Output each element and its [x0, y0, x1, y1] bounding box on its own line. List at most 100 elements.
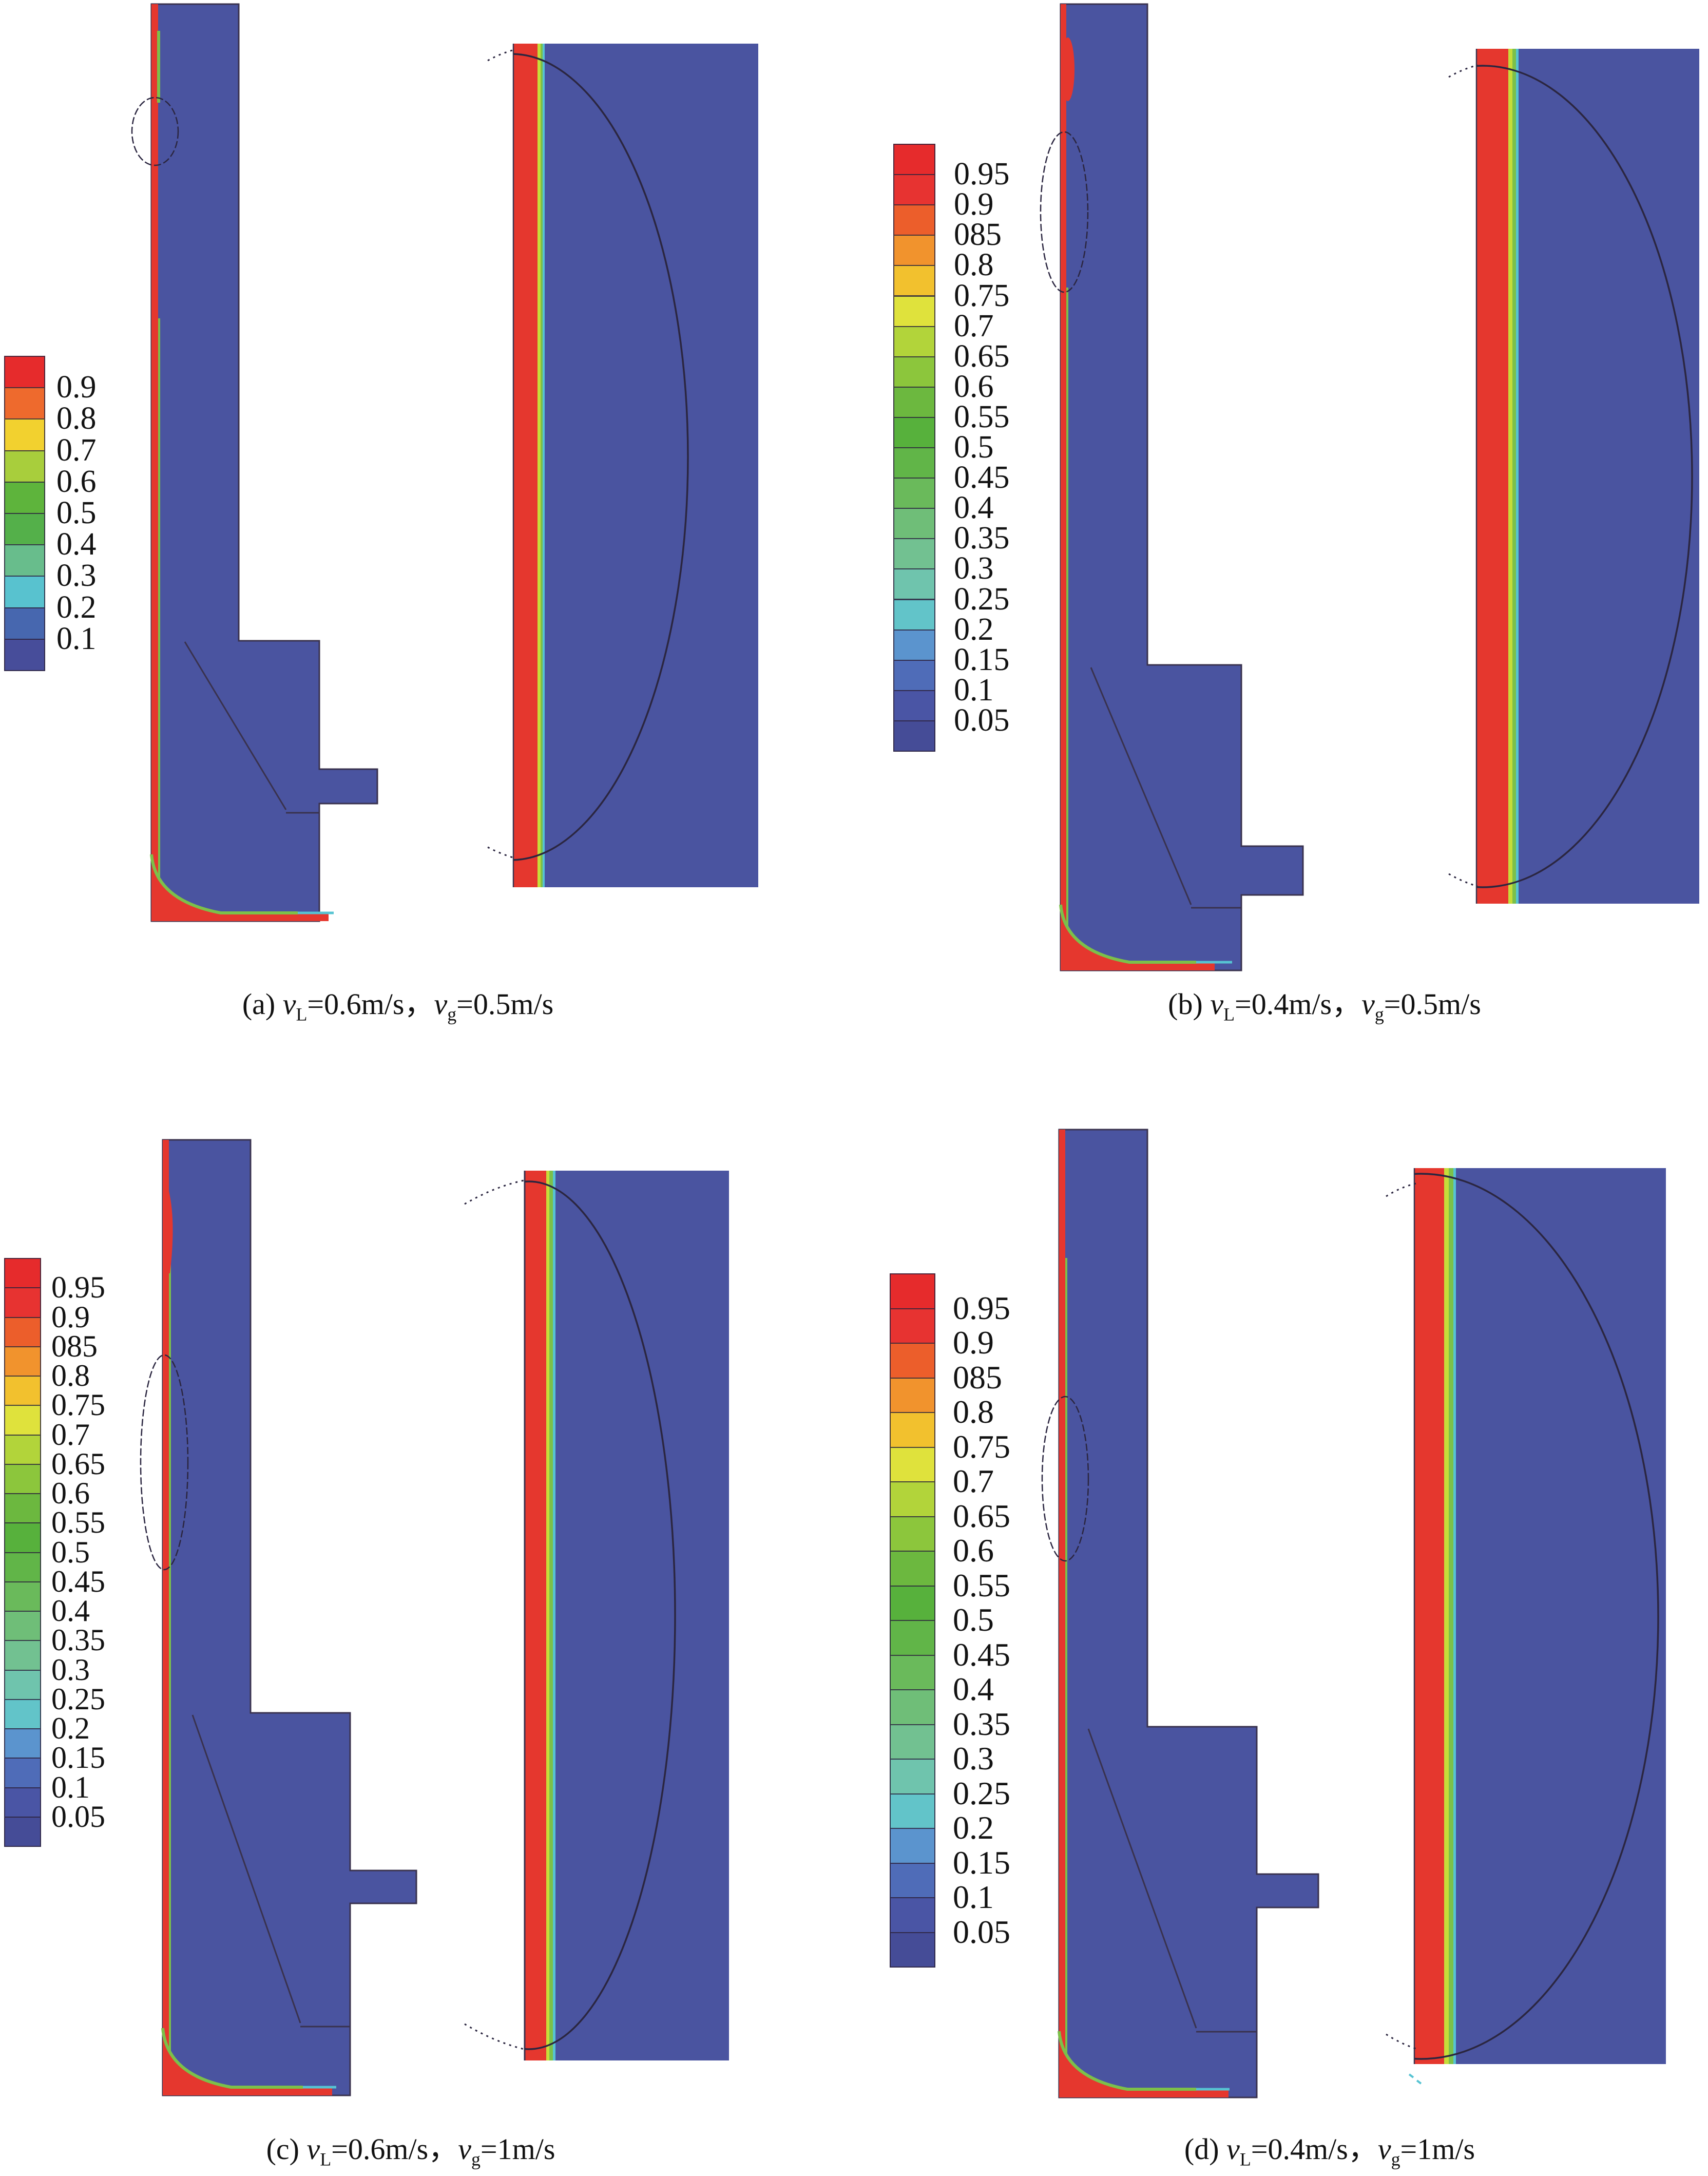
magnifier-dashed-stub-top	[487, 49, 515, 62]
liquid-pool	[163, 2028, 231, 2095]
detail-if-cyan	[543, 44, 545, 887]
legend-color-band	[893, 174, 935, 206]
detail-gas-film	[525, 1171, 546, 2060]
legend-color-band	[893, 295, 935, 327]
legend-tick-label: 0.15	[51, 1741, 105, 1775]
legend-color-band	[893, 144, 935, 176]
detail-if-yellow-green	[1508, 49, 1512, 904]
legend-tick-label: 0.45	[953, 1636, 1010, 1673]
legend-color-band	[893, 447, 935, 479]
gas-film-strip	[1061, 4, 1066, 966]
caption-eq-liquid: =0.4m/s	[1251, 2132, 1348, 2166]
funnel-line	[1090, 667, 1241, 909]
caption-eq-liquid: =0.4m/s	[1235, 987, 1332, 1021]
magnifier-dashed-stub-bottom	[487, 846, 515, 859]
magnifier-dashed-stub-top	[1448, 64, 1478, 78]
detail-if-green	[541, 44, 543, 887]
legend-tick-label: 0.95	[954, 157, 1010, 192]
legend-tick-label: 0.05	[953, 1913, 1010, 1950]
magnifier-ellipse-arc	[513, 53, 689, 861]
legend-tick-label: 0.6	[51, 1476, 90, 1510]
legend-color-band	[893, 386, 935, 418]
inspection-ellipse	[1041, 1396, 1089, 1562]
panel-caption-c: (c) vL=0.6m/s，vg=1m/s	[200, 2125, 621, 2170]
legend-color-band	[4, 1376, 41, 1406]
legend-tick-label: 0.55	[51, 1505, 105, 1540]
detail-if-cyan	[1453, 1168, 1456, 2064]
legend-color-band	[4, 1346, 41, 1377]
legend-tick-label: 0.1	[954, 672, 994, 708]
legend-color-band	[890, 1308, 935, 1344]
legend-tick-label: 085	[954, 217, 1002, 253]
magnifier-dashed-stub-bottom	[1386, 2033, 1416, 2050]
detail-if-green	[549, 1171, 553, 2060]
gas-blob-top	[1061, 37, 1074, 101]
legend-color-band	[893, 629, 935, 661]
gas-pocket-top	[167, 1191, 173, 1273]
legend-color-band	[893, 508, 935, 540]
legend-tick-label: 0.55	[953, 1567, 1010, 1604]
legend-tick-label: 0.1	[51, 1770, 90, 1804]
interface-green-edge	[158, 318, 160, 913]
legend-color-band	[890, 1654, 935, 1690]
legend-color-band	[4, 1581, 41, 1612]
detail-if-green	[1449, 1168, 1453, 2064]
inspection-ellipse	[1040, 131, 1089, 293]
pool-interface-green	[161, 2028, 303, 2089]
caption-eq-liquid: =0.6m/s	[331, 2132, 429, 2166]
legend-color-band	[4, 1258, 41, 1289]
legend-tick-label: 0.1	[953, 1879, 994, 1915]
legend-tick-label: 0.1	[56, 621, 97, 656]
panel-caption-a: (a) vL=0.6m/s，vg=0.5m/s	[187, 980, 608, 1025]
gas-film-strip	[1059, 1130, 1065, 2093]
legend-color-band	[890, 1793, 935, 1829]
caption-sub-gas: g	[1374, 1004, 1384, 1025]
caption-comma: ，	[1332, 987, 1362, 1021]
vessel-outline	[1058, 1129, 1319, 2098]
legend-color-band	[890, 1862, 935, 1898]
legend-color-band	[890, 1759, 935, 1795]
gas-film-strip	[151, 4, 158, 921]
caption-sub-gas: g	[1391, 2149, 1400, 2170]
legend-tick-label: 0.5	[953, 1601, 994, 1638]
legend-color-band	[893, 690, 935, 721]
legend-color-band	[890, 1828, 935, 1864]
liquid-pool-strip	[1059, 2089, 1229, 2097]
funnel-line	[191, 1714, 350, 2028]
caption-eq-gas: =1m/s	[1400, 2132, 1475, 2166]
vessel-contour-plot-b	[1040, 3, 1304, 971]
interface-green-edge	[169, 1243, 171, 2085]
liquid-pool-strip	[163, 2087, 332, 2095]
caption-index: (a)	[242, 987, 283, 1021]
liquid-pool-strip	[151, 913, 329, 921]
caption-sub-liquid: L	[296, 1004, 308, 1025]
legend-color-band	[4, 607, 45, 640]
legend-color-band	[4, 1787, 41, 1818]
funnel-line	[184, 641, 319, 814]
detail-if-green	[1512, 49, 1516, 904]
legend-tick-label: 0.3	[954, 551, 994, 586]
legend-color-band	[4, 1434, 41, 1465]
legend-tick-label: 0.35	[51, 1623, 105, 1657]
legend-tick-label: 0.55	[954, 399, 1010, 434]
legend-tick-label: 0.95	[953, 1289, 1010, 1326]
legend-color-band	[4, 1698, 41, 1729]
funnel-line	[1087, 1728, 1257, 2033]
pool-interface-green	[150, 854, 298, 914]
vessel-contour-plot-d	[1041, 1129, 1422, 2098]
legend-color-band	[4, 513, 45, 546]
caption-sub-liquid: L	[320, 2149, 332, 2170]
detail-gas-film	[1476, 49, 1508, 904]
caption-v-gas: v	[1377, 2132, 1391, 2166]
legend-tick-label: 0.45	[51, 1564, 105, 1598]
caption-eq-gas: =0.5m/s	[1384, 987, 1481, 1021]
legend-color-band	[4, 1640, 41, 1671]
legend-color-band	[890, 1620, 935, 1656]
legend-color-band	[890, 1585, 935, 1621]
detail-bulk	[1414, 1168, 1666, 2064]
legend-color-band	[4, 1758, 41, 1788]
caption-v-liquid: v	[1210, 987, 1224, 1021]
legend-tick-label: 085	[953, 1359, 1002, 1396]
legend-tick-label: 0.75	[51, 1388, 105, 1422]
